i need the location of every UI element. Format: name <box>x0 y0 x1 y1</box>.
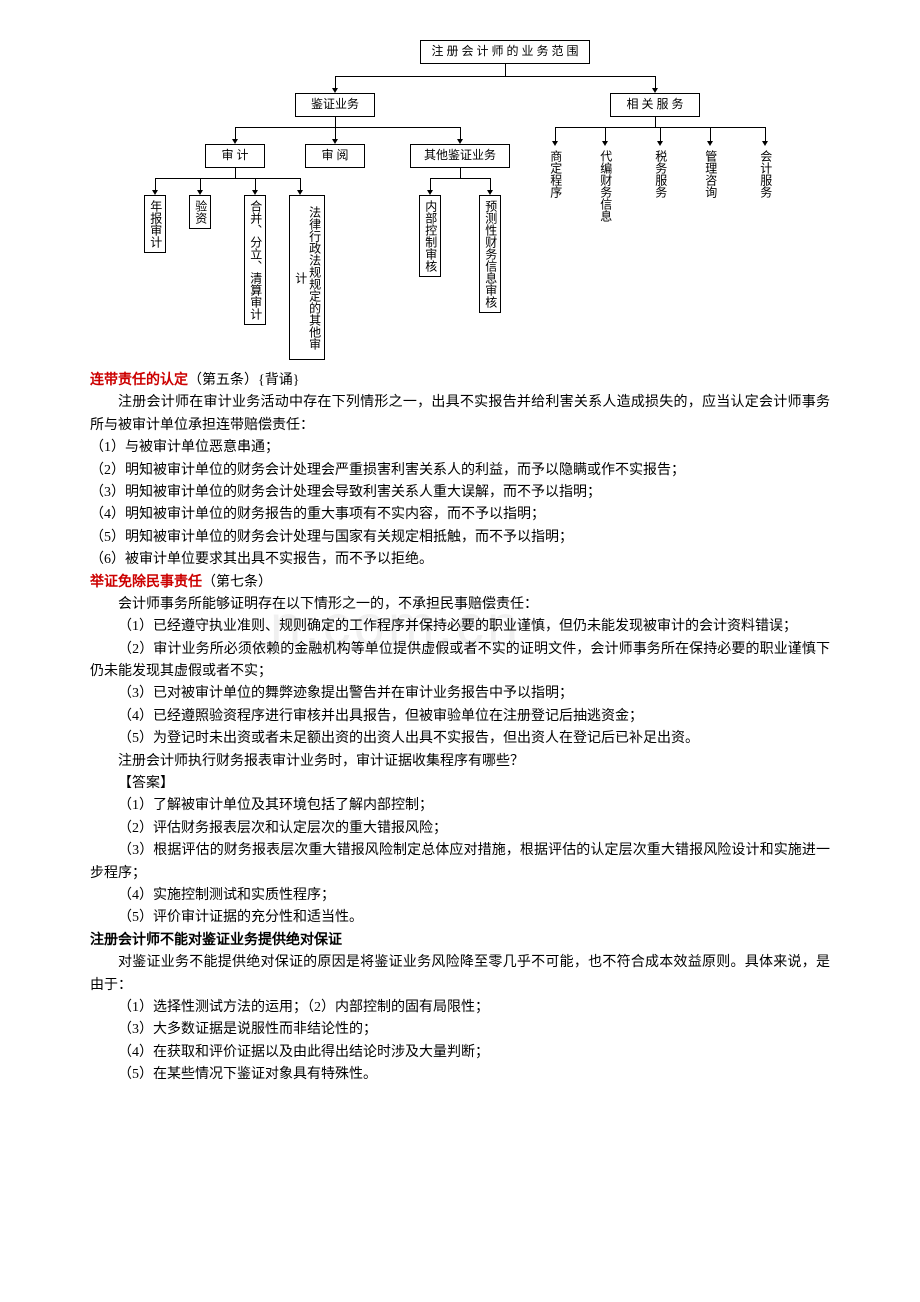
sec1-item-2: （3）明知被审计单位的财务会计处理会导致利害关系人重大误解，而不予以指明； <box>90 482 830 504</box>
leaf-rel-0: 商定程序 <box>546 146 564 202</box>
leaf-audit-3: 法律行政法规规定的其他审计 <box>289 195 325 360</box>
leaf-rel-4: 会计服务 <box>756 146 774 202</box>
sec1-head: 连带责任的认定（第五条）{背诵} <box>90 370 830 392</box>
sec2-item-3: （4）已经遵照验资程序进行审核并出具报告，但被审验单位在注册登记后抽逃资金； <box>90 706 830 728</box>
sec4-intro: 对鉴证业务不能提供绝对保证的原因是将鉴证业务风险降至零几乎不可能，也不符合成本效… <box>90 952 830 997</box>
node-l2a: 鉴证业务 <box>295 93 375 117</box>
sec4-title: 注册会计师不能对鉴证业务提供绝对保证 <box>90 933 342 948</box>
sec1-title: 连带责任的认定 <box>90 373 188 388</box>
node-l3c: 其他鉴证业务 <box>410 144 510 168</box>
sec3-item-4: （5）评价审计证据的充分性和适当性。 <box>90 907 830 929</box>
sec1-item-5: （6）被审计单位要求其出具不实报告，而不予以拒绝。 <box>90 549 830 571</box>
leaf-audit-1: 验资 <box>189 195 211 229</box>
sec4-item-0: （1）选择性测试方法的运用；（2）内部控制的固有局限性； <box>90 997 830 1019</box>
sec1-item-0: （1）与被审计单位恶意串通； <box>90 437 830 459</box>
sec2-title: 举证免除民事责任 <box>90 575 202 590</box>
sec3-a: 【答案】 <box>90 773 830 795</box>
sec2-item-1: （2）审计业务所必须依赖的金融机构等单位提供虚假或者不实的证明文件，会计师事务所… <box>90 639 830 684</box>
sec3-item-2: （3）根据评估的财务报表层次重大错报风险制定总体应对措施，根据评估的认定层次重大… <box>90 840 830 885</box>
sec2-item-0: （1）已经遵守执业准则、规则确定的工作程序并保持必要的职业谨慎，但仍未能发现被审… <box>90 616 830 638</box>
sec4-item-2: （4）在获取和评价证据以及由此得出结论时涉及大量判断； <box>90 1042 830 1064</box>
sec4-item-3: （5）在某些情况下鉴证对象具有特殊性。 <box>90 1064 830 1086</box>
leaf-rel-1: 代编财务信息 <box>596 146 614 226</box>
sec3-item-0: （1）了解被审计单位及其环境包括了解内部控制； <box>90 795 830 817</box>
sec2-head: 举证免除民事责任（第七条） <box>90 572 830 594</box>
sec1-item-1: （2）明知被审计单位的财务会计处理会严重损害利害关系人的利益，而予以隐瞒或作不实… <box>90 460 830 482</box>
sec3-item-3: （4）实施控制测试和实质性程序； <box>90 885 830 907</box>
leaf-oa-0: 内部控制审核 <box>419 195 441 277</box>
leaf-rel-3: 管理咨询 <box>701 146 719 202</box>
node-l2b: 相 关 服 务 <box>610 93 700 117</box>
leaf-oa-1: 预测性财务信息审核 <box>479 195 501 313</box>
sec4-head: 注册会计师不能对鉴证业务提供绝对保证 <box>90 930 830 952</box>
sec3-q: 注册会计师执行财务报表审计业务时，审计证据收集程序有哪些？ <box>90 751 830 773</box>
sec1-ref: （第五条）{背诵} <box>188 373 299 388</box>
sec2-intro: 会计师事务所能够证明存在以下情形之一的，不承担民事赔偿责任： <box>90 594 830 616</box>
leaf-audit-0: 年报审计 <box>144 195 166 253</box>
node-l3b: 审 阅 <box>305 144 365 168</box>
sec2-item-2: （3）已对被审计单位的舞弊迹象提出警告并在审计业务报告中予以指明； <box>90 683 830 705</box>
sec1-item-4: （5）明知被审计单位的财务会计处理与国家有关规定相抵触，而不予以指明； <box>90 527 830 549</box>
sec3-item-1: （2）评估财务报表层次和认定层次的重大错报风险； <box>90 818 830 840</box>
node-l3a: 审 计 <box>205 144 265 168</box>
sec4-item-1: （3）大多数证据是说服性而非结论性的； <box>90 1019 830 1041</box>
leaf-audit-2: 合并、分立、清算审计 <box>244 195 266 325</box>
sec1-item-3: （4）明知被审计单位的财务报告的重大事项有不实内容，而不予以指明； <box>90 504 830 526</box>
leaf-rel-2: 税务服务 <box>651 146 669 202</box>
sec2-item-4: （5）为登记时未出资或者未足额出资的出资人出具不实报告，但出资人在登记后已补足出… <box>90 728 830 750</box>
sec2-ref: （第七条） <box>202 575 272 590</box>
sec1-intro: 注册会计师在审计业务活动中存在下列情形之一，出具不实报告并给利害关系人造成损失的… <box>90 392 830 437</box>
org-diagram: 注 册 会 计 师 的 业 务 范 围 鉴证业务 相 关 服 务 审 计 审 阅… <box>140 40 780 360</box>
node-root: 注 册 会 计 师 的 业 务 范 围 <box>420 40 590 64</box>
